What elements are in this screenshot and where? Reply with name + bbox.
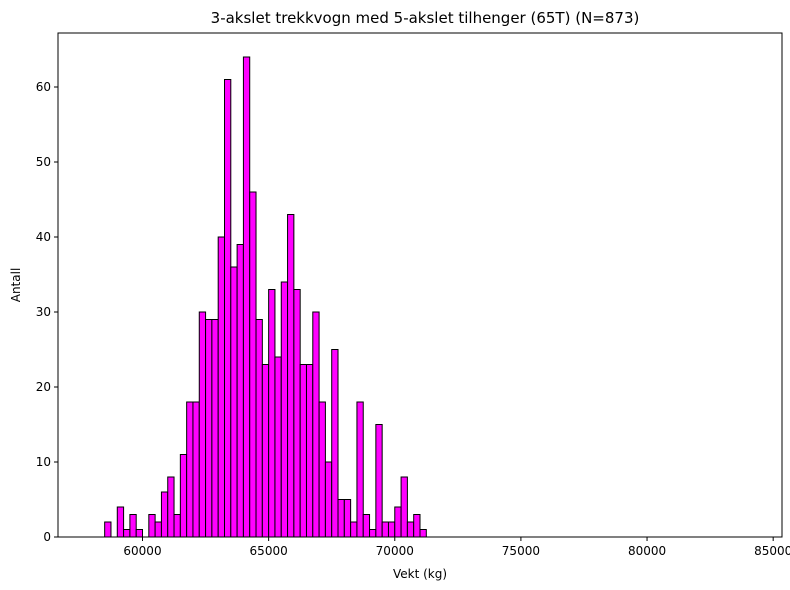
histogram-bar xyxy=(249,191,257,538)
plot-frame xyxy=(57,32,783,538)
y-tick-label: 10 xyxy=(36,455,51,469)
histogram-bar xyxy=(179,454,188,538)
y-axis-title: Antall xyxy=(9,268,23,303)
histogram-bar xyxy=(337,499,345,538)
histogram-bar xyxy=(312,311,320,538)
histogram-bar xyxy=(356,401,364,538)
chart-title: 3-akslet trekkvogn med 5-akslet tilhenge… xyxy=(211,9,640,27)
histogram-bar xyxy=(413,514,421,538)
histogram-bar xyxy=(261,364,270,538)
histogram-bar xyxy=(192,401,200,538)
histogram-bar xyxy=(160,491,169,538)
histogram-bar xyxy=(129,514,137,538)
x-tick-label: 60000 xyxy=(123,544,161,558)
histogram-bar xyxy=(293,289,301,538)
x-tick-label: 70000 xyxy=(376,544,414,558)
histogram-bar xyxy=(375,424,383,538)
histogram-bar xyxy=(223,79,232,538)
histogram-bar xyxy=(324,461,333,538)
histogram-bar xyxy=(217,236,225,538)
histogram-bar xyxy=(305,364,314,538)
y-axis-ticks: 0 10 20 30 40 50 60 xyxy=(36,80,58,544)
histogram-bar xyxy=(236,244,244,538)
histogram-bar xyxy=(387,521,396,538)
histogram-bar xyxy=(104,521,112,538)
y-tick-label: 50 xyxy=(36,155,51,169)
histogram-bar xyxy=(173,514,181,538)
histogram-bar xyxy=(198,311,207,538)
y-tick-label: 30 xyxy=(36,305,51,319)
histogram-bar xyxy=(350,521,358,538)
x-axis-ticks: 60000 65000 70000 75000 80000 85000 xyxy=(123,537,790,558)
histogram-bar xyxy=(419,529,427,538)
histogram-bar xyxy=(167,476,175,538)
bars-group xyxy=(104,56,427,538)
y-tick-label: 20 xyxy=(36,380,51,394)
histogram-bar xyxy=(255,319,263,538)
histogram-bar xyxy=(331,349,339,538)
histogram-bar xyxy=(280,281,289,538)
x-tick-label: 80000 xyxy=(628,544,666,558)
histogram-bar xyxy=(274,356,282,538)
y-tick-label: 40 xyxy=(36,230,51,244)
histogram-bar xyxy=(186,401,194,538)
histogram-bar xyxy=(123,529,131,538)
histogram-bar xyxy=(268,289,276,538)
histogram-bar xyxy=(369,529,377,538)
histogram-bar xyxy=(394,506,402,538)
histogram-bar xyxy=(148,514,156,538)
histogram-bar xyxy=(211,319,219,538)
histogram-bar xyxy=(154,521,162,538)
histogram-bar xyxy=(287,214,295,538)
histogram-bar xyxy=(318,401,326,538)
histogram-bar xyxy=(205,319,213,538)
histogram-bar xyxy=(135,529,144,538)
x-tick-label: 75000 xyxy=(502,544,540,558)
x-axis-title: Vekt (kg) xyxy=(393,567,447,581)
histogram-bar xyxy=(242,56,251,538)
histogram-bar xyxy=(381,521,389,538)
histogram-bar xyxy=(400,476,408,538)
histogram-bar xyxy=(230,266,238,538)
histogram-bar xyxy=(406,521,415,538)
x-tick-label: 65000 xyxy=(250,544,288,558)
y-tick-label: 0 xyxy=(43,530,51,544)
x-tick-label: 85000 xyxy=(754,544,790,558)
histogram-bar xyxy=(343,499,352,538)
histogram-bar xyxy=(116,506,125,538)
y-tick-label: 60 xyxy=(36,80,51,94)
histogram-bar xyxy=(362,514,371,538)
histogram-bar xyxy=(299,364,307,538)
